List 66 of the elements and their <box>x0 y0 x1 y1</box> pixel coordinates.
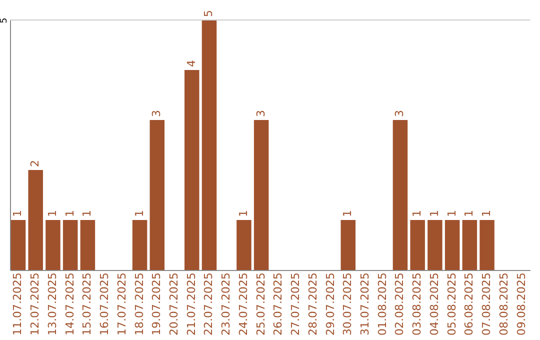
bar <box>80 220 96 270</box>
data-label: 2 <box>28 160 42 167</box>
data-label: 1 <box>341 210 354 217</box>
x-tick-label: 05.08.2025 <box>445 272 458 336</box>
bar <box>480 220 494 270</box>
x-tick-label: 16.07.2025 <box>98 272 112 336</box>
x-tick-label: 04.08.2025 <box>428 272 441 336</box>
x-tick-label: 11.07.2025 <box>11 272 24 336</box>
x-tick-label: 18.07.2025 <box>132 272 146 336</box>
bar <box>184 70 200 270</box>
bar <box>62 220 78 270</box>
x-tick-label: 20.07.2025 <box>168 272 181 336</box>
data-label: 1 <box>236 210 250 217</box>
bar <box>28 170 43 270</box>
data-label: 1 <box>80 210 94 217</box>
bar <box>410 220 425 270</box>
x-tick-label: 28.07.2025 <box>306 272 320 336</box>
data-label: 3 <box>393 110 406 117</box>
data-label: 1 <box>445 210 458 217</box>
bar <box>132 220 148 270</box>
x-tick-label: 26.07.2025 <box>272 272 285 336</box>
x-tick-label: 09.08.2025 <box>514 272 528 336</box>
bar <box>462 220 478 270</box>
x-tick-label: 29.07.2025 <box>324 272 337 336</box>
bar <box>428 220 442 270</box>
x-tick-label: 14.07.2025 <box>63 272 76 336</box>
x-tick-label: 25.07.2025 <box>254 272 268 336</box>
bar <box>46 220 60 270</box>
bar <box>236 220 252 270</box>
data-label: 3 <box>254 110 268 117</box>
data-label: 5 <box>202 10 216 17</box>
x-tick-label: 12.07.2025 <box>28 272 42 336</box>
bar <box>444 220 460 270</box>
x-tick-label: 06.08.2025 <box>462 272 476 336</box>
bar <box>254 120 269 270</box>
data-label: 1 <box>132 210 146 217</box>
data-label: 1 <box>462 210 476 217</box>
x-tick-label: 15.07.2025 <box>80 272 94 336</box>
data-label: 1 <box>410 210 424 217</box>
x-tick-label: 27.07.2025 <box>289 272 302 336</box>
bar <box>392 120 408 270</box>
x-tick-label: 24.07.2025 <box>236 272 250 336</box>
x-tick-label: 13.07.2025 <box>46 272 59 336</box>
x-tick-label: 08.08.2025 <box>497 272 510 336</box>
x-tick-label: 17.07.2025 <box>115 272 128 336</box>
data-label: 1 <box>428 210 441 217</box>
x-tick-label: 02.08.2025 <box>393 272 406 336</box>
data-label: 1 <box>63 210 76 217</box>
data-label: 1 <box>46 210 59 217</box>
data-label: 4 <box>184 60 198 67</box>
x-tick-label: 03.08.2025 <box>410 272 424 336</box>
data-label: 3 <box>150 110 164 117</box>
data-label: 1 <box>11 210 24 217</box>
x-tick-label: 30.07.2025 <box>341 272 354 336</box>
bar <box>10 220 26 270</box>
x-tick-label: 31.07.2025 <box>358 272 372 336</box>
x-tick-label: 01.08.2025 <box>376 272 389 336</box>
bar <box>202 20 217 270</box>
x-tick-label: 19.07.2025 <box>150 272 164 336</box>
x-tick-label: 07.08.2025 <box>480 272 494 336</box>
data-label: 1 <box>480 210 494 217</box>
bar <box>340 220 356 270</box>
x-tick-label: 22.07.2025 <box>202 272 216 336</box>
bar <box>150 120 165 270</box>
x-tick-label: 23.07.2025 <box>220 272 233 336</box>
x-tick-label: 21.07.2025 <box>184 272 198 336</box>
